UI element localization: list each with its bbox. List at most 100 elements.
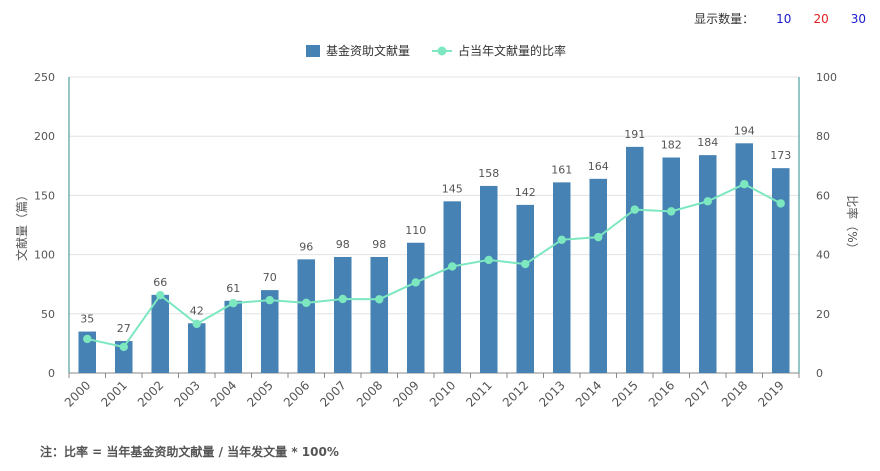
bar[interactable]: [735, 143, 754, 373]
x-tick-label: 2002: [135, 378, 166, 409]
bar[interactable]: [662, 157, 681, 373]
ratio-point[interactable]: [776, 199, 785, 208]
bar[interactable]: [224, 300, 243, 373]
x-tick-label: 2012: [500, 378, 531, 409]
x-tick-label: 2008: [354, 378, 385, 409]
bar-value-label: 173: [770, 149, 791, 162]
y2-tick-label: 40: [816, 249, 830, 262]
y2-tick-label: 100: [816, 71, 837, 84]
bar-value-label: 61: [226, 282, 240, 295]
ratio-point[interactable]: [594, 232, 603, 242]
ratio-point[interactable]: [740, 179, 749, 189]
bar[interactable]: [479, 185, 498, 373]
y-tick-label: 200: [34, 130, 55, 143]
y2-tick-label: 0: [816, 367, 823, 380]
bar[interactable]: [151, 294, 170, 373]
x-tick-label: 2010: [427, 378, 458, 409]
bar-value-label: 98: [336, 238, 350, 251]
bar[interactable]: [698, 155, 717, 373]
x-tick-label: 2001: [98, 378, 129, 409]
bar[interactable]: [370, 256, 389, 373]
display-count-10[interactable]: 10: [776, 11, 792, 26]
bar[interactable]: [260, 290, 279, 373]
bar-value-label: 145: [442, 182, 463, 195]
bar-value-label: 191: [624, 128, 645, 141]
y-tick-label: 0: [48, 367, 55, 380]
ratio-point[interactable]: [156, 290, 165, 300]
display-count-bar: 显示数量： 10 20 30: [694, 10, 866, 27]
x-tick-label: 2003: [171, 378, 202, 409]
ratio-point[interactable]: [119, 342, 128, 352]
bar-value-label: 184: [697, 136, 718, 149]
ratio-point[interactable]: [448, 262, 457, 271]
y-axis-title: 文献量（篇）: [14, 189, 29, 261]
bar[interactable]: [187, 323, 206, 373]
bar[interactable]: [443, 201, 462, 373]
ratio-point[interactable]: [375, 295, 384, 304]
bar[interactable]: [333, 256, 352, 373]
ratio-point[interactable]: [630, 205, 639, 214]
bar-value-label: 142: [515, 186, 536, 199]
bar-value-label: 182: [661, 139, 682, 152]
x-tick-label: 2007: [317, 378, 348, 409]
bar[interactable]: [516, 204, 535, 373]
x-tick-label: 2013: [536, 378, 567, 409]
bar-value-label: 66: [153, 276, 167, 289]
bar-value-label: 70: [263, 271, 277, 284]
legend-label-bar: 基金资助文献量: [326, 43, 410, 58]
chart-footnote: 注：比率 = 当年基金资助文献量 / 当年发文量 * 100%: [40, 445, 339, 459]
x-tick-label: 2000: [62, 378, 93, 409]
bar-value-label: 42: [190, 304, 204, 317]
ratio-point[interactable]: [667, 207, 676, 216]
bar-value-label: 194: [734, 124, 755, 137]
ratio-point[interactable]: [521, 259, 530, 269]
bar-value-label: 164: [588, 160, 609, 173]
x-tick-label: 2019: [755, 378, 786, 409]
x-tick-label: 2006: [281, 378, 312, 409]
legend-swatch-point: [437, 46, 447, 56]
x-tick-label: 2017: [682, 378, 713, 409]
bar[interactable]: [297, 259, 316, 373]
bar-value-label: 158: [478, 167, 499, 180]
bar[interactable]: [406, 242, 425, 373]
x-tick-label: 2016: [646, 378, 677, 409]
ratio-point[interactable]: [192, 319, 201, 329]
y2-axis-title: 比率（%）: [845, 195, 860, 254]
legend-swatch-bar: [306, 45, 320, 57]
y2-tick-label: 20: [816, 308, 830, 321]
ratio-point[interactable]: [703, 197, 712, 206]
y2-tick-label: 60: [816, 189, 830, 202]
bar-value-label: 161: [551, 163, 572, 176]
ratio-point[interactable]: [302, 298, 311, 308]
display-count-label: 显示数量：: [694, 12, 755, 26]
ratio-point[interactable]: [229, 298, 238, 308]
y-tick-label: 100: [34, 249, 55, 262]
ratio-point[interactable]: [338, 294, 347, 304]
bar[interactable]: [625, 146, 644, 373]
bar[interactable]: [78, 331, 97, 373]
y2-tick-label: 80: [816, 130, 830, 143]
ratio-point[interactable]: [411, 278, 420, 287]
ratio-line: [87, 183, 782, 349]
bar[interactable]: [589, 178, 608, 373]
x-tick-label: 2018: [719, 378, 750, 409]
bar-value-label: 27: [117, 322, 131, 335]
x-tick-label: 2009: [390, 378, 421, 409]
ratio-point[interactable]: [83, 334, 92, 344]
bar-value-label: 96: [299, 240, 313, 253]
bar[interactable]: [552, 182, 571, 373]
bar[interactable]: [771, 168, 790, 373]
display-count-20[interactable]: 20: [813, 11, 829, 26]
x-tick-label: 2014: [573, 378, 604, 409]
x-tick-label: 2015: [609, 378, 640, 409]
fund-literature-chart: 0 50 100 150 200 250 0 20 40 60 80 100 文献量（篇） 比率（%） 20…: [14, 43, 860, 410]
x-tick-label: 2004: [208, 378, 239, 409]
display-count-30[interactable]: 30: [850, 11, 866, 26]
bar-value-label: 98: [372, 238, 386, 251]
bar-value-label: 110: [405, 224, 426, 237]
x-tick-label: 2011: [463, 378, 494, 409]
ratio-point[interactable]: [265, 295, 274, 305]
ratio-point[interactable]: [484, 255, 493, 265]
ratio-point[interactable]: [557, 235, 566, 244]
bar[interactable]: [114, 341, 133, 373]
